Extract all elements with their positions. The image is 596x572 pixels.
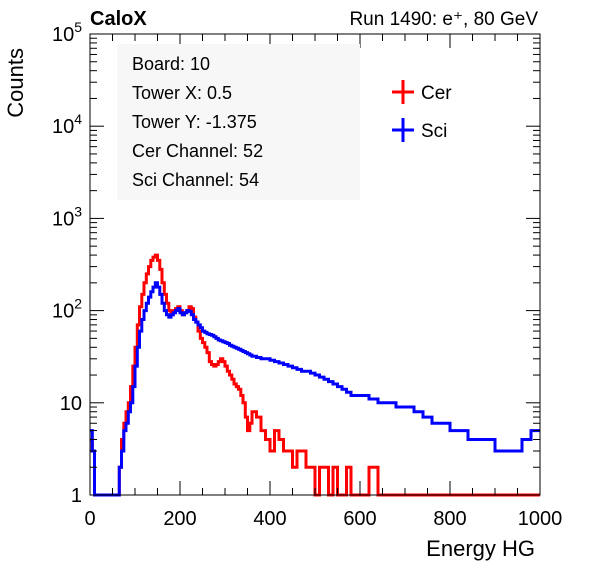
legend: Cer Sci — [392, 80, 452, 142]
legend-entry-sci: Sci — [392, 118, 447, 142]
x-tick-label: 800 — [433, 508, 466, 530]
y-tick-label: 104 — [52, 111, 82, 138]
info-box — [117, 44, 360, 200]
x-tick-label: 0 — [84, 508, 95, 530]
x-tick-label: 1000 — [518, 508, 563, 530]
y-tick-label: 1 — [71, 485, 82, 507]
legend-sci-label: Sci — [421, 121, 447, 142]
x-tick-label: 400 — [253, 508, 286, 530]
series-layer — [90, 253, 541, 497]
series-sci-line — [90, 281, 540, 497]
info-line-sci-channel: Sci Channel: 54 — [132, 170, 259, 190]
info-line-cer-channel: Cer Channel: 52 — [132, 141, 263, 161]
info-line-board: Board: 10 — [132, 54, 210, 74]
ticks-layer: 0 200 400 600 800 1000 1 10 102 103 104 105 — [52, 19, 562, 530]
title-right: Run 1490: e⁺, 80 GeV — [349, 9, 538, 30]
x-axis-label: Energy HG — [426, 536, 535, 561]
y-tick-label: 10 — [60, 393, 82, 415]
y-tick-label: 103 — [52, 203, 82, 230]
info-line-tower-x: Tower X: 0.5 — [132, 83, 232, 103]
title-left: CaloX — [90, 8, 147, 30]
y-tick-label: 102 — [52, 296, 82, 323]
y-axis-label: Counts — [3, 48, 28, 118]
info-line-tower-y: Tower Y: -1.375 — [132, 112, 257, 132]
legend-cer-label: Cer — [421, 83, 452, 104]
series-sci — [90, 281, 541, 497]
x-tick-label: 200 — [163, 508, 196, 530]
legend-entry-cer: Cer — [392, 80, 452, 104]
y-tick-label: 105 — [52, 19, 82, 46]
x-tick-label: 600 — [343, 508, 376, 530]
info-box-lines: Board: 10 Tower X: 0.5 Tower Y: -1.375 C… — [132, 54, 263, 190]
